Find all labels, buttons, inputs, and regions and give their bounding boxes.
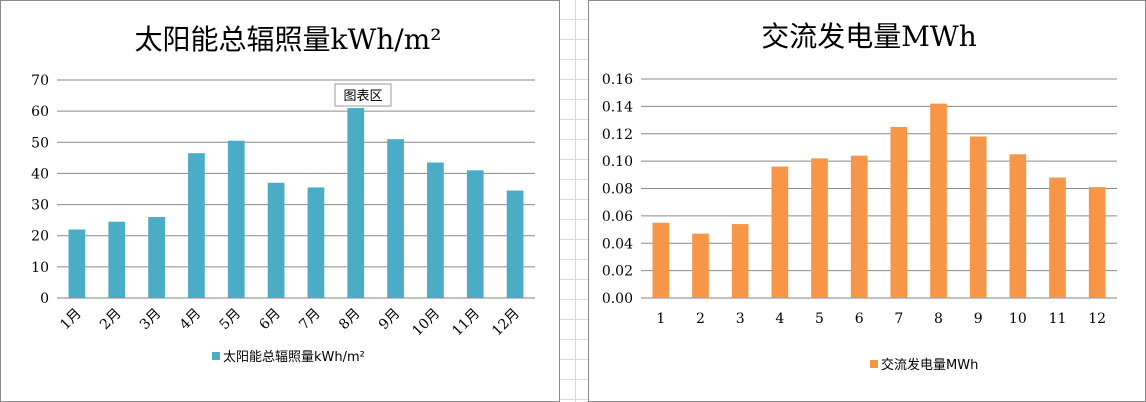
bar-11月[interactable]	[466, 170, 484, 298]
bar-7月[interactable]	[307, 187, 325, 298]
bar-3月[interactable]	[148, 217, 165, 298]
bar-1月[interactable]	[68, 229, 86, 298]
bar-2月[interactable]	[108, 221, 126, 298]
bar-5月[interactable]	[227, 140, 245, 298]
bar-12[interactable]	[1088, 187, 1106, 298]
x-tick-label: 11	[1049, 311, 1067, 327]
bar-10[interactable]	[1009, 154, 1027, 298]
x-tick-label: 8	[934, 311, 943, 327]
x-tick-label: 1	[656, 311, 665, 327]
x-tick-label: 10月	[409, 306, 443, 340]
x-tick-label: 4	[775, 311, 784, 327]
y-tick-label: 0.08	[602, 182, 633, 198]
y-tick-label: 10	[31, 260, 49, 276]
x-tick-label: 7月	[296, 306, 324, 334]
y-tick-label: 0.06	[602, 209, 633, 225]
bar-8月[interactable]	[347, 108, 365, 299]
y-tick-label: 0.10	[602, 154, 633, 170]
chart-area-tooltip: 图表区	[334, 83, 392, 107]
bar-9月[interactable]	[387, 139, 404, 298]
bar-11[interactable]	[1049, 177, 1066, 298]
x-tick-label: 3月	[137, 306, 165, 334]
bar-4[interactable]	[771, 166, 789, 298]
x-tick-label: 5月	[217, 306, 245, 334]
solar-irradiance-chart[interactable]: 太阳能总辐照量kWh/m² 0 10 20 30 40 50 60 70 1月 2月 3月 4月 5月…	[0, 0, 560, 402]
x-tick-label: 12月	[489, 306, 523, 340]
bar-1[interactable]	[652, 222, 670, 298]
x-tick-label: 7	[894, 311, 903, 327]
x-tick-label: 6	[855, 311, 864, 327]
bar-10月[interactable]	[427, 162, 444, 298]
solar-irradiance-chart-canvas[interactable]: 太阳能总辐照量kWh/m² 0 10 20 30 40 50 60 70 1月 2月 3月 4月 5月…	[1, 1, 559, 401]
bar-8[interactable]	[930, 103, 947, 298]
tooltip-label: 图表区	[343, 89, 382, 104]
chart-title: 太阳能总辐照量kWh/m²	[135, 23, 442, 56]
x-tick-label: 2	[696, 311, 705, 327]
y-tick-label: 30	[31, 198, 49, 214]
x-tick-label: 5	[815, 311, 824, 327]
y-tick-label: 0	[40, 291, 49, 307]
y-tick-label: 50	[31, 135, 49, 151]
legend-label: 交流发电量MWh	[881, 357, 978, 373]
ac-generation-chart[interactable]: 交流发电量MWh 0.00 0.02 0.04 0.06 0.08 0.10 0.12 0.1…	[588, 0, 1146, 402]
x-tick-label: 1月	[57, 306, 85, 334]
x-tick-label: 9	[974, 311, 983, 327]
x-tick-label: 8月	[336, 306, 364, 334]
chart-title: 交流发电量MWh	[761, 20, 976, 53]
bar-6月[interactable]	[267, 182, 285, 298]
y-tick-label: 0.00	[602, 291, 633, 307]
y-tick-label: 0.14	[602, 99, 633, 115]
x-tick-label: 4月	[177, 306, 205, 334]
y-tick-label: 40	[31, 166, 49, 182]
bar-9[interactable]	[969, 136, 987, 298]
legend-label: 太阳能总辐照量kWh/m²	[223, 350, 365, 365]
bar-4月[interactable]	[188, 153, 205, 298]
y-tick-label: 20	[31, 229, 49, 245]
x-tick-label: 9月	[376, 306, 404, 334]
x-tick-label: 2月	[97, 306, 125, 334]
y-tick-label: 0.16	[602, 72, 633, 88]
bar-3[interactable]	[731, 224, 749, 298]
x-tick-label: 10	[1009, 311, 1027, 327]
bar-2[interactable]	[692, 233, 709, 298]
y-tick-label: 0.04	[602, 236, 633, 252]
legend-swatch	[870, 360, 878, 368]
x-tick-label: 11月	[449, 306, 483, 340]
tooltip-box	[334, 83, 392, 107]
x-tick-label: 3	[736, 311, 745, 327]
y-tick-label: 70	[31, 73, 49, 89]
bar-7[interactable]	[890, 126, 908, 298]
ac-generation-chart-canvas[interactable]: 交流发电量MWh 0.00 0.02 0.04 0.06 0.08 0.10 0.12 0.1…	[589, 1, 1145, 401]
bar-12月[interactable]	[506, 190, 524, 298]
x-tick-label: 12	[1088, 311, 1106, 327]
y-tick-label: 60	[31, 104, 49, 120]
bar-6[interactable]	[850, 155, 868, 298]
y-tick-label: 0.12	[602, 127, 633, 143]
bar-5[interactable]	[811, 158, 828, 298]
legend-swatch	[212, 352, 220, 360]
x-tick-label: 6月	[256, 306, 284, 334]
y-tick-label: 0.02	[602, 264, 633, 280]
